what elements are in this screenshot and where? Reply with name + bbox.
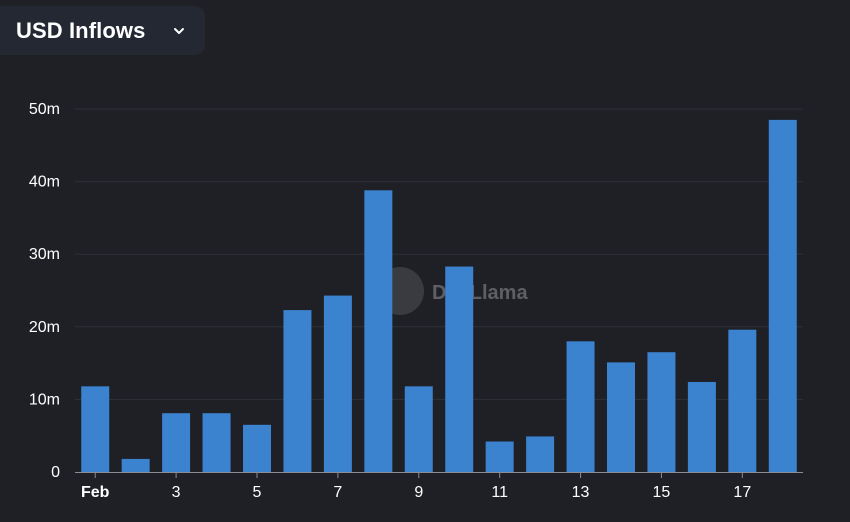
y-axis-labels: 0 10m 20m 30m 40m 50m [29, 101, 60, 481]
x-tick-label: 9 [414, 484, 423, 501]
metric-select-label: USD Inflows [16, 17, 146, 43]
bar[interactable] [243, 424, 271, 472]
x-tick-label: 5 [253, 484, 262, 501]
bar[interactable] [283, 310, 312, 472]
bar[interactable] [607, 362, 635, 472]
grid-lines [75, 108, 803, 400]
axes [75, 472, 803, 478]
x-tick-label: 15 [653, 484, 671, 501]
bar[interactable] [526, 436, 555, 472]
x-tick-label: 7 [333, 484, 342, 501]
bar[interactable] [404, 386, 433, 472]
bar[interactable] [566, 341, 595, 472]
y-tick-label: 40m [29, 174, 60, 191]
bar[interactable] [364, 190, 393, 472]
bar[interactable] [121, 458, 150, 472]
y-tick-label: 50m [29, 101, 60, 118]
bars [81, 119, 797, 472]
bar[interactable] [768, 119, 797, 472]
y-tick-label: 20m [29, 319, 60, 336]
bar[interactable] [485, 441, 514, 472]
bar[interactable] [202, 413, 231, 472]
metric-select[interactable]: USD Inflows [0, 6, 205, 55]
y-tick-label: 0 [51, 464, 60, 481]
x-tick-label: 11 [491, 484, 508, 501]
bar[interactable] [323, 295, 352, 472]
x-tick-label: Feb [81, 484, 110, 501]
x-axis-labels: Feb 3 5 7 9 11 13 15 17 [81, 484, 751, 501]
bar[interactable] [81, 386, 110, 472]
bar[interactable] [687, 381, 716, 472]
y-tick-label: 30m [29, 246, 60, 263]
bar[interactable] [445, 266, 474, 472]
bar[interactable] [647, 352, 676, 472]
x-tick-label: 3 [172, 484, 181, 501]
chevron-down-icon [174, 28, 184, 34]
bar[interactable] [728, 329, 757, 472]
x-tick-label: 13 [572, 484, 590, 501]
x-tick-label: 17 [733, 484, 751, 501]
y-tick-label: 10m [29, 391, 60, 408]
bar[interactable] [162, 413, 191, 472]
